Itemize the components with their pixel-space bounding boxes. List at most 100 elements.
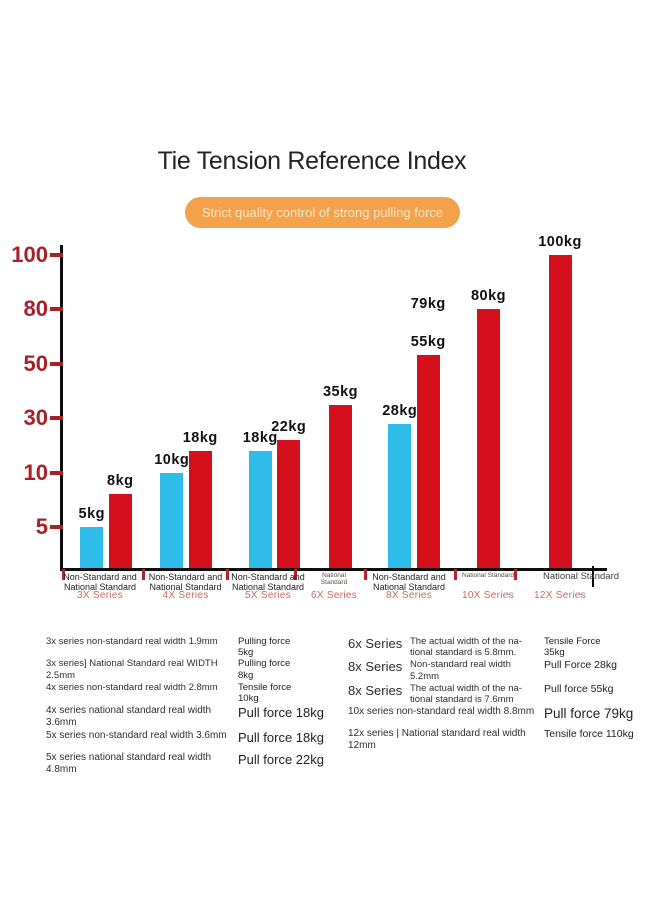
x-tick-standard-label: Non-Standard and National Standard <box>148 572 223 593</box>
y-tick-label: 30 <box>23 405 48 431</box>
x-tick-standard-label: National Standard <box>320 572 348 587</box>
spec-series-label: 8x Series <box>348 682 403 698</box>
x-divider-tick <box>141 568 145 580</box>
bar-value-label: 100kg <box>538 234 582 250</box>
spec-description: The actual width of the na- tional stand… <box>410 682 522 706</box>
y-tick-label: 80 <box>23 296 48 322</box>
spec-force-value: Tensile force 110kg <box>544 728 634 741</box>
bar-3x-series-blue <box>80 527 104 568</box>
x-series-label: 8X Series <box>385 590 433 601</box>
bar-value-label: 80kg <box>470 288 507 305</box>
x-tick-standard-label: National Standard <box>461 572 515 579</box>
bar-10x-series-red <box>477 309 500 568</box>
bar-12x-series-red <box>548 255 572 568</box>
spec-table-left: 3x series non-standard real width 1.9mm P… <box>46 636 336 777</box>
spec-description: 5x series non-standard real width 3.6mm <box>46 729 227 741</box>
spec-description: 4x series non-standard real width 2.8mm <box>46 682 218 694</box>
x-divider-tick <box>293 568 297 580</box>
spec-row: 3x series non-standard real width 1.9mm P… <box>46 636 336 658</box>
x-axis-line <box>60 568 607 571</box>
y-tick-label: 5 <box>35 514 48 539</box>
spec-description: 10x series non-standard real width 8.8mm <box>348 706 535 718</box>
spec-force-value: Pulling force 8kg <box>238 658 291 681</box>
spec-description: Non-standard real width 5.2mm <box>410 659 511 682</box>
y-tick-dash <box>50 416 63 421</box>
spec-description: 3x series non-standard real width 1.9mm <box>46 636 218 647</box>
spec-table-right: 6x Series The actual width of the na- tio… <box>348 636 653 753</box>
x-tick-standard-label: Non-Standard and National Standard <box>63 572 137 593</box>
bar-8x-series-red <box>416 354 440 568</box>
bar-3x-series-red <box>108 494 132 568</box>
x-series-label: 5X Series <box>244 590 292 601</box>
y-axis-line <box>60 245 63 571</box>
spec-row: 5x series non-standard real width 3.6mm P… <box>46 730 336 752</box>
bar-value-label: 10kg <box>154 451 190 468</box>
spec-force-value: Tensile force 10kg <box>238 682 292 705</box>
spec-description: 4x series national standard real width 3… <box>46 704 212 729</box>
spec-force-value: Pull force 18kg <box>238 729 324 745</box>
spec-row: 4x series non-standard real width 2.8mm T… <box>46 682 336 704</box>
bar-value-label: 35kg <box>322 383 359 400</box>
spec-force-value: Pull force 18kg <box>238 704 324 720</box>
page-title: Tie Tension Reference Index <box>157 147 467 175</box>
x-divider-tick <box>225 568 229 580</box>
y-tick-label: 10 <box>23 459 48 485</box>
bar-value-label: 18kg <box>242 429 278 446</box>
spec-series-label: 6x Series <box>348 636 403 651</box>
bar-8x-series-blue <box>388 423 412 568</box>
spec-row: 5x series national standard real width 4… <box>46 752 336 777</box>
quality-badge: Strict quality control of strong pulling… <box>185 197 460 228</box>
y-tick-dash <box>50 253 63 257</box>
y-tick-dash <box>50 525 63 529</box>
x-series-label: 10X Series <box>462 590 514 601</box>
x-divider-tick <box>453 568 457 580</box>
bar-5x-series-red <box>277 439 301 568</box>
spec-row: 8x Series Non-standard real width 5.2mm Pu… <box>348 659 653 681</box>
y-tick-dash <box>50 361 63 366</box>
spec-row: 8x Series The actual width of the na- tio… <box>348 683 653 705</box>
x-tick-standard-label: National Standard <box>542 571 620 582</box>
y-tick-label: 50 <box>23 350 48 376</box>
x-series-label: 4X Series <box>162 590 209 601</box>
x-tick-standard-label: Non-Standard and National Standard <box>372 572 446 593</box>
spec-row: 3x series] National Standard real WIDTH … <box>46 658 336 682</box>
spec-force-value: Pull force 22kg <box>238 751 324 767</box>
bar-value-label: 5kg <box>78 506 105 522</box>
x-divider-tick <box>61 568 65 580</box>
spec-row: 6x Series The actual width of the na- tio… <box>348 636 653 658</box>
x-series-label: 6X Series <box>310 590 358 601</box>
bar-value-label: 22kg <box>271 418 307 435</box>
bar-value-label: 55kg <box>410 333 446 350</box>
bar-extra-value-label: 79kg <box>410 295 446 312</box>
spec-force-value: Pull force 55kg <box>544 682 614 695</box>
spec-series-label: 8x Series <box>348 659 403 675</box>
x-tick-standard-label: Non-Standard and National Standard <box>231 572 305 593</box>
bar-value-label: 18kg <box>182 429 218 446</box>
y-tick-dash <box>50 470 63 475</box>
spec-description: The actual width of the na- tional stand… <box>410 636 522 659</box>
bar-4x-series-blue <box>160 472 184 568</box>
x-series-label: 3X Series <box>76 590 124 601</box>
bar-6x-series-red <box>329 404 352 568</box>
bar-5x-series-blue <box>248 450 272 568</box>
spec-force-value: Pull force 79kg <box>544 706 634 722</box>
bar-4x-series-red <box>188 450 212 568</box>
spec-row: 10x series non-standard real width 8.8mm… <box>348 706 653 727</box>
y-tick-dash <box>50 307 63 312</box>
spec-row: 12x series | National standard real widt… <box>348 728 653 752</box>
bar-value-label: 28kg <box>382 402 418 419</box>
x-axis-end-stroke <box>592 566 594 587</box>
spec-force-value: Tensile Force 35kg <box>544 636 601 659</box>
x-series-label: 12X Series <box>534 590 586 601</box>
spec-description: 3x series] National Standard real WIDTH … <box>46 658 218 682</box>
spec-force-value: Pulling force 5kg <box>238 636 291 659</box>
spec-description: 12x series | National standard real widt… <box>348 728 526 752</box>
bar-value-label: 8kg <box>107 473 134 490</box>
x-divider-tick <box>513 568 517 580</box>
spec-force-value: Pull Force 28kg <box>544 659 617 672</box>
spec-description: 5x series national standard real width 4… <box>46 751 212 776</box>
spec-row: 4x series national standard real width 3… <box>46 705 336 730</box>
x-divider-tick <box>363 568 367 580</box>
